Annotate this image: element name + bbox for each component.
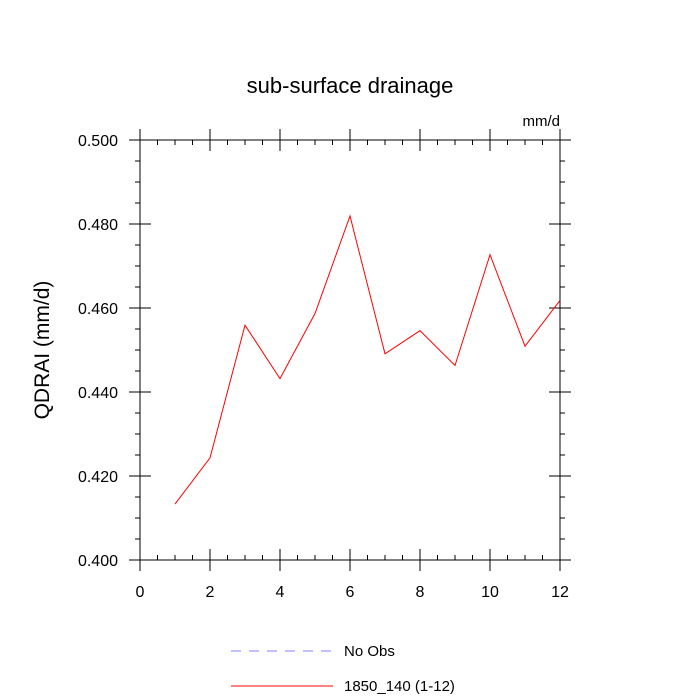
x-tick-label: 12	[551, 584, 569, 601]
y-tick-label: 0.440	[78, 385, 118, 402]
y-axis-title: QDRAI (mm/d)	[31, 281, 54, 420]
units-label: mm/d	[523, 113, 561, 130]
legend: No Obs 1850_140 (1-12)	[231, 643, 455, 695]
series-layer	[174, 214, 561, 505]
y-tick-label: 0.500	[78, 133, 118, 150]
y-tick-label: 0.480	[78, 217, 118, 234]
legend-label: No Obs	[344, 643, 395, 660]
x-tick-label: 2	[206, 584, 215, 601]
x-tick-label: 4	[276, 584, 285, 601]
x-tick-label: 10	[481, 584, 499, 601]
y-tick-label: 0.460	[78, 301, 118, 318]
x-tick-label: 0	[136, 584, 145, 601]
x-axis: 0 2 4 6 8 10 12	[136, 129, 569, 601]
legend-label: 1850_140 (1-12)	[344, 678, 455, 695]
y-tick-label: 0.420	[78, 469, 118, 486]
x-tick-label: 6	[346, 584, 355, 601]
chart-title: sub-surface drainage	[247, 73, 454, 98]
y-tick-label: 0.400	[78, 553, 118, 570]
x-tick-label: 8	[416, 584, 425, 601]
plot-frame	[139, 139, 561, 561]
y-axis: 0.400 0.420 0.440 0.460 0.480 0.500	[78, 133, 571, 570]
series-line	[174, 214, 561, 505]
